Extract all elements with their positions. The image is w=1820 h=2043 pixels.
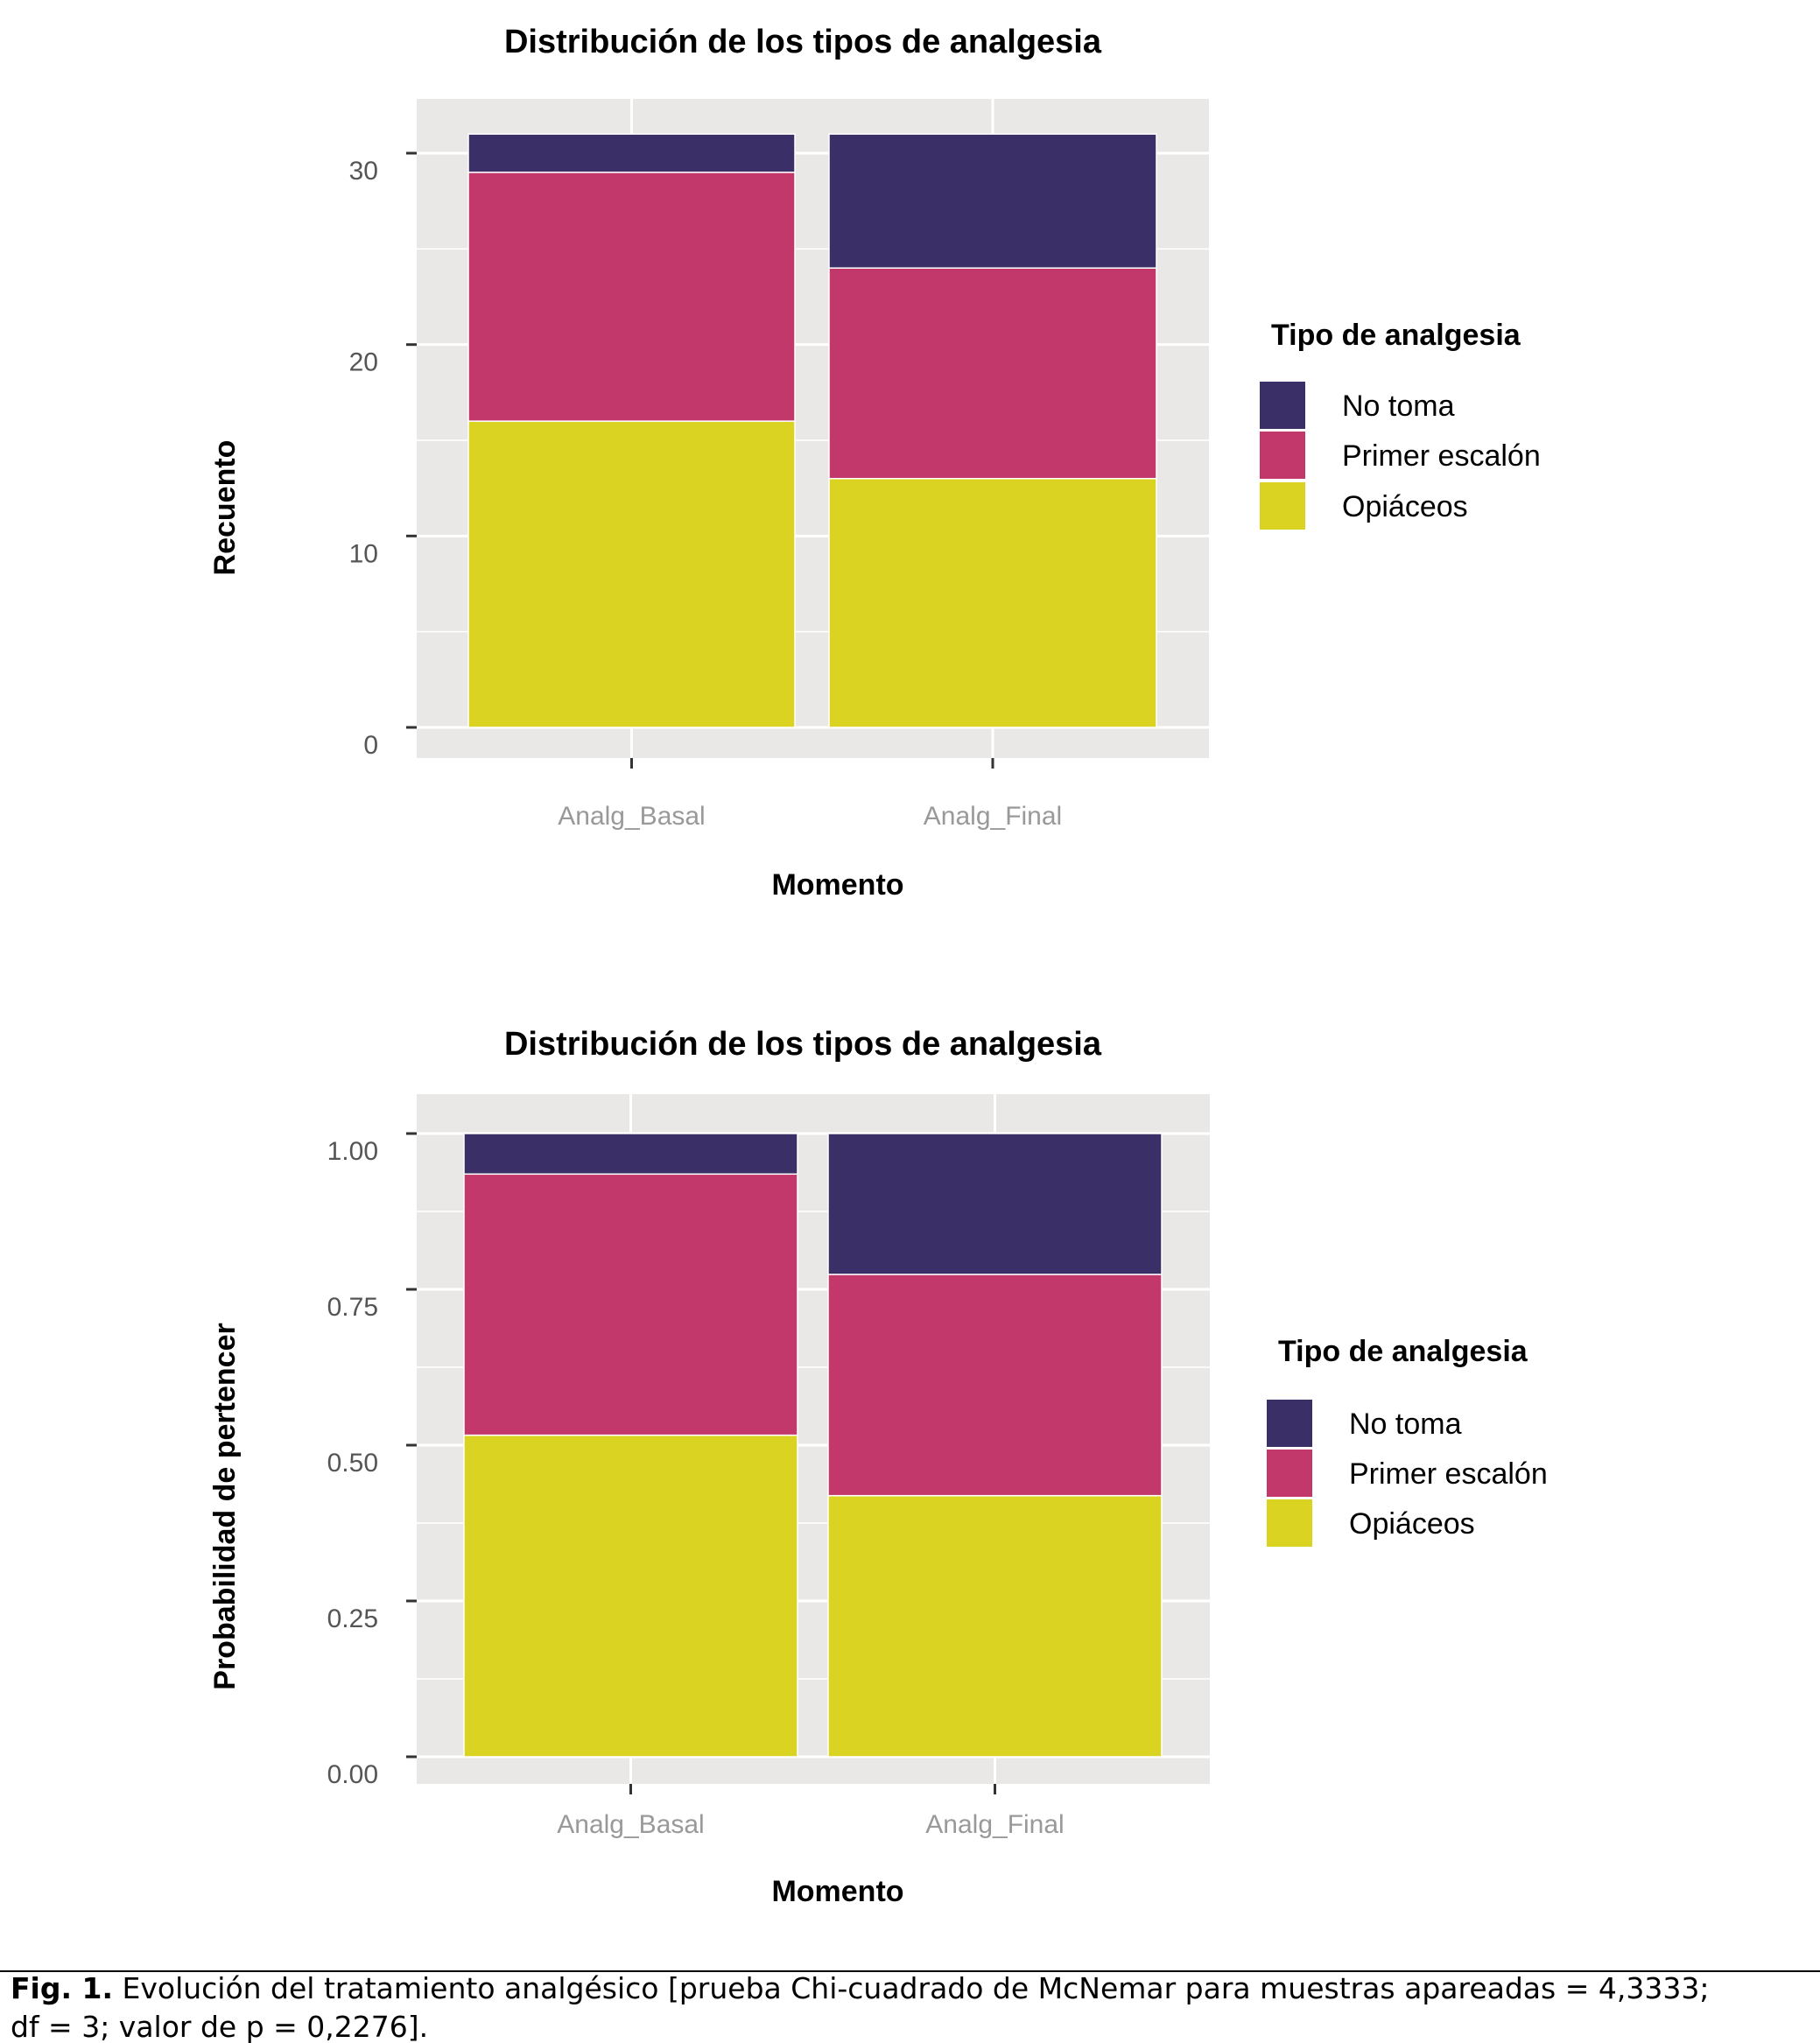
x-tick-label: Analg_Final [924,802,1062,831]
y-tick-label: 0.75 [327,1293,378,1322]
y-tick-label: 0.25 [327,1604,378,1633]
x-tick-label: Analg_Basal [557,1810,704,1839]
legend-label: Primer escalón [1349,1457,1548,1491]
bar-segment-no-toma [828,133,1157,269]
y-tick-label: 0 [363,731,378,760]
caption-line-2: df = 3; valor de p = 0,2276]. [11,2010,428,2043]
bar-segment-opi-ceos [463,1434,798,1758]
chart-2: 0.00 0.25 0.50 0.75 1.00 Analg_Basal Analg_Fin… [208,1026,1548,1908]
y-axis-title: Probabilidad de pertencer [208,1323,242,1689]
legend-key [1258,481,1307,531]
bar-segment-no-toma [463,1133,798,1176]
x-axis-title: Momento [771,868,903,902]
legend-key [1258,430,1307,481]
bar-segment-opi-ceos [467,420,796,728]
legend-key [1265,1448,1314,1499]
x-axis-title: Momento [771,1875,903,1908]
chart-title: Distribución de los tipos de analgesia [504,1026,1102,1063]
legend-label: No toma [1349,1408,1462,1441]
legend-label: Opiáceos [1349,1507,1475,1541]
chart-title: Distribución de los tipos de analgesia [504,24,1102,60]
legend-label: Primer escalón [1342,439,1541,473]
y-tick-label: 0.00 [327,1760,378,1789]
caption-line-1: Fig. 1. Evolución del tratamiento analgé… [11,1971,1709,2005]
bar-segment-primer-escal-n [827,1274,1163,1497]
bar-segment-no-toma [827,1133,1163,1275]
legend-key [1258,380,1307,431]
caption-label: Fig. 1. [11,1971,113,2005]
bar-segment-opi-ceos [827,1494,1163,1758]
bar-segment-no-toma [467,133,796,173]
chart-1: 0 10 20 30 Analg_Basal Analg_Final Distribució… [208,24,1541,902]
legend-title: Tipo de analgesia [1278,1335,1528,1368]
y-tick-label: 20 [349,348,378,377]
bar-segment-primer-escal-n [828,267,1157,480]
legend-label: Opiáceos [1342,490,1468,523]
y-tick-label: 0.50 [327,1449,378,1478]
legend-label: No toma [1342,390,1455,423]
y-tick-label: 1.00 [327,1137,378,1166]
caption-text: Evolución del tratamiento analgésico [pr… [123,1971,1710,2005]
legend-key [1265,1498,1314,1548]
x-tick-label: Analg_Final [925,1810,1064,1839]
x-tick-label: Analg_Basal [558,802,705,831]
y-tick-label: 30 [349,157,378,186]
bar-segment-primer-escal-n [463,1173,798,1436]
bar-segment-primer-escal-n [467,172,796,422]
y-axis-title: Recuento [208,440,242,576]
bar-segment-opi-ceos [828,477,1157,728]
legend-key [1265,1398,1314,1449]
y-tick-label: 10 [349,539,378,568]
legend-title: Tipo de analgesia [1271,319,1521,352]
